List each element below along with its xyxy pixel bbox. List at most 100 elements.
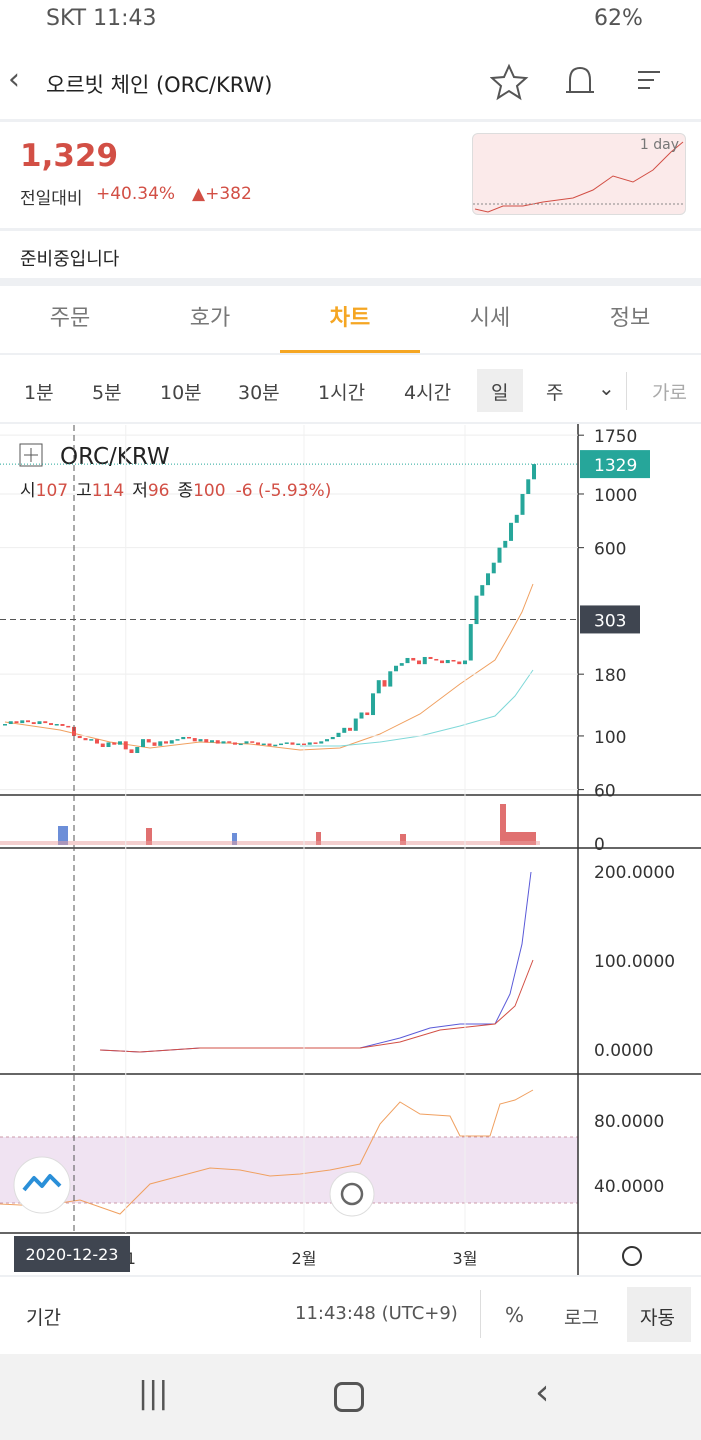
pane-axis-label: 0 [594, 835, 605, 855]
candle [187, 736, 192, 739]
interval[interactable]: 주 [546, 382, 564, 404]
tab[interactable]: 정보 [609, 306, 651, 331]
oscillator-line [0, 1089, 534, 1215]
percent-toggle[interactable]: % [505, 1303, 525, 1327]
nav-home[interactable] [334, 1382, 364, 1412]
candle [152, 742, 157, 746]
candle [411, 657, 416, 661]
candle [89, 739, 94, 741]
candle [227, 741, 232, 743]
alarm-icon[interactable] [566, 66, 594, 93]
period-button[interactable]: 기간 [26, 1307, 61, 1329]
y-tick-label: 180 [594, 666, 626, 686]
candle [164, 741, 169, 744]
y-tick-label: 1000 [594, 486, 637, 506]
candle [221, 741, 226, 744]
mini-chart[interactable]: 1 day [472, 133, 686, 215]
ohlc-value: 96 [148, 481, 170, 501]
chart-settings[interactable] [622, 1246, 642, 1266]
candle [37, 721, 42, 725]
candle [118, 741, 123, 745]
crosshair-price-box [580, 605, 640, 634]
candle [95, 739, 100, 744]
interval[interactable]: 30분 [238, 382, 280, 404]
ohlc-key: 종 [177, 481, 193, 501]
candle [405, 657, 410, 664]
interval[interactable]: 가로 [652, 382, 687, 404]
candle [307, 742, 312, 745]
candle [250, 741, 255, 743]
y-tick-label: 100 [594, 728, 626, 748]
ohlc-change: -6 (-5.93%) [236, 481, 332, 501]
candle [233, 742, 238, 745]
interval[interactable]: 1분 [24, 382, 54, 404]
add-indicator[interactable] [19, 443, 43, 467]
log-toggle[interactable]: 로그 [564, 1307, 599, 1329]
candle [14, 721, 19, 724]
ohlc-value: 114 [92, 481, 124, 501]
candle [388, 671, 393, 687]
candle [468, 624, 473, 661]
candle [123, 741, 128, 750]
symbol-title[interactable]: ORC/KRW [60, 444, 170, 470]
nav-recent[interactable]: ||| [138, 1376, 169, 1411]
candle [3, 724, 8, 726]
candle [382, 680, 387, 687]
candle [273, 744, 278, 747]
auto-toggle[interactable]: 자동 [640, 1307, 675, 1329]
tab[interactable]: 호가 [189, 306, 231, 331]
candle [520, 493, 525, 515]
candle [348, 727, 353, 731]
reset-button[interactable] [329, 1171, 375, 1217]
interval[interactable]: 일 [491, 382, 509, 404]
candle [376, 680, 381, 694]
interval[interactable]: 5분 [92, 382, 122, 404]
candle [31, 722, 36, 725]
interval-dropdown[interactable]: ⌄ [598, 376, 615, 400]
tab-indicator [280, 350, 420, 353]
interval[interactable]: 4시간 [404, 382, 452, 404]
candle [77, 735, 82, 739]
candle [54, 724, 59, 726]
candle [204, 739, 209, 743]
back-button[interactable]: ‹ [8, 62, 20, 97]
favorite-icon[interactable] [490, 63, 529, 101]
candle [169, 740, 174, 744]
candle [261, 743, 266, 746]
divider [626, 372, 627, 410]
last-price-label: 1329 [594, 456, 637, 476]
candle [371, 693, 376, 716]
settings-icon[interactable] [638, 71, 660, 89]
candle [83, 738, 88, 741]
candle [440, 660, 445, 664]
candle [336, 732, 341, 737]
chart: ORC/KRW 1750100060018010060212월3월1329303… [0, 424, 701, 1276]
candle [451, 659, 456, 662]
pane-axis-label: 0.0000 [594, 1041, 653, 1061]
current-price: 1,329 [20, 138, 119, 174]
tab[interactable]: 차트 [329, 306, 371, 331]
interval-selected-bg [477, 369, 523, 412]
crosshair-date-label: 2020-12-23 [26, 1245, 119, 1264]
candle [49, 723, 54, 725]
candle [445, 659, 450, 664]
candle [215, 740, 220, 744]
candle [434, 658, 439, 661]
candle [503, 540, 508, 548]
indicator-line [99, 959, 534, 1053]
nav-back[interactable]: ‹ [535, 1372, 550, 1413]
tab[interactable]: 시세 [469, 306, 511, 331]
candle [486, 573, 491, 586]
ma-line [4, 583, 534, 751]
ohlc-legend: 시107 고114 저96 종100 -6 (-5.93%) [20, 481, 331, 501]
header-title[interactable]: 오르빗 체인 (ORC/KRW) [46, 73, 273, 97]
candle [72, 726, 77, 736]
interval[interactable]: 1시간 [318, 382, 366, 404]
interval[interactable]: 10분 [160, 382, 202, 404]
ma-line [300, 669, 534, 747]
tab[interactable]: 주문 [49, 306, 91, 331]
candle [457, 661, 462, 665]
candle [60, 724, 65, 726]
candle [175, 739, 180, 741]
ohlc-value: 107 [36, 481, 68, 501]
